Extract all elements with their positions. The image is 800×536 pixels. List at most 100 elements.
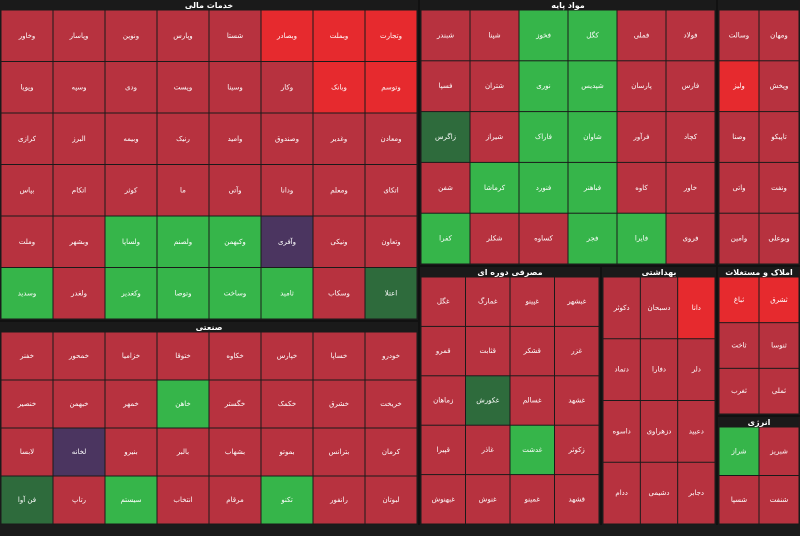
tile [640,401,678,462]
tile-label: ثنوسا [771,342,787,350]
tile-label: ومعادن [381,135,402,143]
tile-label: خبهمن [69,400,88,408]
tile-label: دجابر [688,489,704,497]
sector-title: صنعتی [196,323,223,332]
tile [759,162,799,213]
tile [261,10,313,61]
tile [53,332,105,380]
tile-label: وتوسم [381,83,400,91]
tile [421,61,470,112]
tile-label: غبشهر [566,298,586,306]
tile-label: غگل [437,297,450,306]
tile [719,323,759,368]
tile [313,332,365,380]
tile [603,339,640,400]
tile [678,339,715,400]
tile [666,61,715,112]
tile-label: خزامیا [122,352,140,360]
sector-title: خدمات مالی [185,1,233,10]
tile [510,326,554,376]
tile [261,428,313,476]
tile [313,10,365,61]
tile-label: فاراک [535,133,552,141]
tile [519,61,568,112]
tile [313,165,365,216]
tile-label: وتوصا [174,289,191,297]
tile [421,112,470,162]
tile-label: رانفور [329,496,348,504]
tile [209,332,261,380]
tile-label: غپینو [524,298,539,306]
tile [105,332,157,380]
tile-label: اتکام [72,186,86,194]
tile [365,332,417,380]
tile-label: وپاسار [69,32,89,40]
tile-label: کرمان [382,448,401,456]
tile-label: وساخت [224,289,247,297]
tile-label: خکاوه [226,352,243,360]
tile-label: فن آوا [18,495,36,504]
tile-label: قمرو [435,347,451,355]
tile-label: ثاخت [731,342,746,350]
tile-label: خپارس [277,352,298,360]
tile-label: نوری [536,82,550,90]
tile-label: کساوه [534,235,553,243]
tile [313,428,365,476]
tile [640,462,678,524]
tile [555,326,599,376]
tile [209,62,261,113]
tile-label: دفارا [652,366,666,374]
tile [105,62,157,113]
tile-label: خاور [683,184,697,192]
tile [365,428,417,476]
tile-label: انتخاب [173,496,192,504]
tile [105,380,157,428]
tile-label: وسکاب [328,289,350,297]
tile [53,62,105,113]
tile [421,425,465,475]
tile [678,462,715,524]
tile [470,61,519,112]
tile-label: رتاپ [72,496,86,504]
tile [568,213,617,264]
tile [209,165,261,216]
tile-label: وتعاون [381,238,400,246]
tile [678,277,715,339]
tile [470,213,519,264]
tile-label: فروی [682,235,698,243]
tile-label: تکنو [280,496,293,504]
tile-label: دزهراوی [647,427,672,435]
tile-label: غمارگ [478,297,498,306]
tile-label: ودانا [281,186,294,194]
tile [555,376,599,425]
tile [261,62,313,113]
tile [759,277,799,323]
tile-label: وتجارت [380,32,402,40]
tile [510,425,554,475]
tile [105,165,157,216]
tile [53,268,105,319]
tile-label: کگل [586,30,599,39]
tile-label: وبوعلی [768,235,789,243]
tile [1,216,53,267]
tile-label: فولاد [683,31,697,39]
tile-label: ومهان [770,31,788,39]
tile-label: غشهد [568,397,585,405]
sector-title: بهداشتی [642,268,677,277]
tile-label: فباهنر [583,184,601,192]
tile [1,428,53,476]
tile [519,112,568,162]
tile [1,268,53,319]
tile-label: تاپیکو [770,133,787,141]
tile-label: کاوه [635,184,648,192]
sector-title: انرژی [748,418,771,427]
tile [157,380,209,428]
tile-label: کفرا [439,235,452,243]
tile-label: فارس [682,82,699,90]
tile-label: وکغدیر [120,289,141,297]
tile [719,10,759,61]
tile-label: وسدید [18,289,37,297]
tile [719,61,759,112]
tile [617,213,666,264]
tile [421,475,465,524]
